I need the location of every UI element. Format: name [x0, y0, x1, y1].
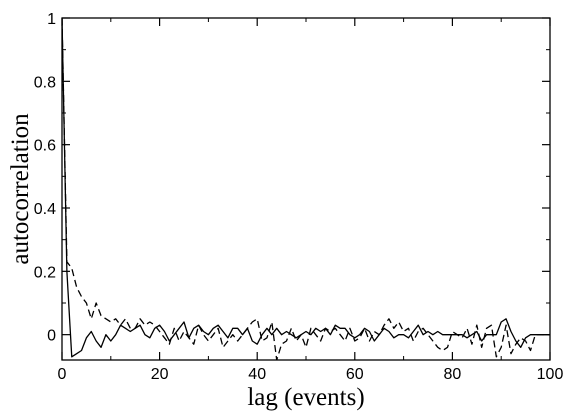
y-tick-label: 1	[47, 11, 56, 28]
x-tick-label: 0	[58, 366, 67, 383]
series-line-solid	[62, 18, 550, 358]
y-tick-label: 0.8	[34, 74, 56, 91]
x-axis-title: lag (events)	[247, 384, 364, 411]
y-tick-label: 0	[47, 328, 56, 345]
x-tick-label: 100	[537, 366, 564, 383]
series-layer	[62, 18, 550, 360]
x-tick-label: 60	[346, 366, 364, 383]
y-tick-label: 0.6	[34, 138, 56, 155]
ticks-layer: 0 20 40 60 80 100 0 0.2 0.4 0.6 0.8 1	[34, 11, 564, 383]
x-tick-label: 20	[151, 366, 169, 383]
y-tick-label: 0.4	[34, 201, 56, 218]
y-tick-label: 0.2	[34, 264, 56, 281]
plot-frame	[61, 17, 551, 361]
x-tick-label: 40	[248, 366, 266, 383]
x-tick-label: 80	[444, 366, 462, 383]
y-axis-title: autocorrelation	[7, 113, 34, 265]
series-line-dashed	[62, 18, 550, 360]
